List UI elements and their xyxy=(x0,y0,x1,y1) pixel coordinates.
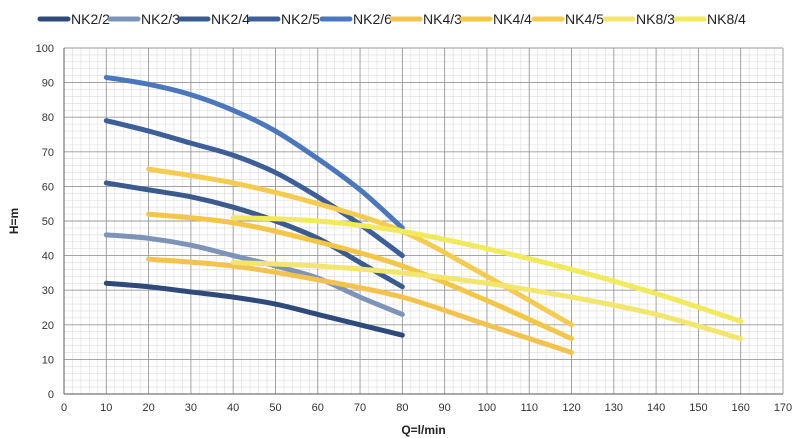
series-line-nk4-5 xyxy=(146,166,575,328)
legend: NK2/2 NK2/3 NK2/4 NK2/5 NK2/6 NK4/3 NK4/4 NK4/5… xyxy=(37,11,746,27)
series-line-nk4-4 xyxy=(146,211,575,342)
series-line-nk2-4 xyxy=(103,180,405,290)
y-tick-label: 0 xyxy=(48,389,54,401)
legend-label: NK2/5 xyxy=(281,11,320,27)
y-tick-label: 50 xyxy=(42,216,54,228)
x-tick-label: 90 xyxy=(439,402,451,414)
series-line-nk2-5 xyxy=(103,118,405,259)
legend-label: NK2/3 xyxy=(141,11,180,27)
x-tick-label: 20 xyxy=(142,402,154,414)
y-axis-title: H=m xyxy=(7,208,21,234)
legend-label: NK4/4 xyxy=(493,11,532,27)
x-tick-label: 140 xyxy=(647,402,665,414)
y-tick-label: 70 xyxy=(42,147,54,159)
y-tick-label: 60 xyxy=(42,181,54,193)
x-tick-label: 50 xyxy=(269,402,281,414)
x-tick-label: 80 xyxy=(396,402,408,414)
y-tick-label: 100 xyxy=(36,43,54,55)
legend-label: NK4/5 xyxy=(565,11,604,27)
legend-label: NK2/6 xyxy=(353,11,392,27)
series-lines xyxy=(103,74,744,355)
legend-label: NK2/2 xyxy=(71,11,110,27)
y-tick-label: 20 xyxy=(42,320,54,332)
x-tick-label: 30 xyxy=(185,402,197,414)
x-axis-title: Q=l/min xyxy=(401,423,445,437)
x-tick-label: 170 xyxy=(774,402,792,414)
y-tick-label: 80 xyxy=(42,112,54,124)
series-line-nk8-3 xyxy=(230,260,744,342)
x-tick-label: 120 xyxy=(562,402,580,414)
x-tick-labels: 0 10 20 30 40 50 60 70 80 90 100 110 120 130 140 150 160… xyxy=(61,402,792,414)
x-tick-label: 40 xyxy=(227,402,239,414)
legend-label: NK8/3 xyxy=(636,11,675,27)
x-tick-label: 130 xyxy=(605,402,623,414)
series-line-nk2-3 xyxy=(103,232,405,317)
x-tick-label: 100 xyxy=(478,402,496,414)
series-line-nk2-2 xyxy=(103,280,405,338)
x-tick-label: 0 xyxy=(61,402,67,414)
legend-label: NK4/3 xyxy=(423,11,462,27)
x-tick-label: 150 xyxy=(689,402,707,414)
y-tick-label: 40 xyxy=(42,251,54,263)
y-tick-label: 10 xyxy=(42,354,54,366)
x-tick-label: 110 xyxy=(520,402,538,414)
series-line-nk8-4 xyxy=(230,215,744,324)
legend-label: NK8/4 xyxy=(707,11,746,27)
y-tick-label: 30 xyxy=(42,285,54,297)
y-tick-labels: 0 10 20 30 40 50 60 70 80 90 100 xyxy=(36,43,54,401)
x-tick-label: 160 xyxy=(732,402,750,414)
legend-label: NK2/4 xyxy=(211,11,250,27)
x-tick-label: 10 xyxy=(100,402,112,414)
y-tick-label: 90 xyxy=(42,78,54,90)
major-grid xyxy=(63,47,784,395)
x-tick-label: 60 xyxy=(312,402,324,414)
series-line-nk2-6 xyxy=(103,74,405,231)
x-tick-label: 70 xyxy=(354,402,366,414)
series-line-nk4-3 xyxy=(146,256,575,355)
axes xyxy=(63,48,783,395)
